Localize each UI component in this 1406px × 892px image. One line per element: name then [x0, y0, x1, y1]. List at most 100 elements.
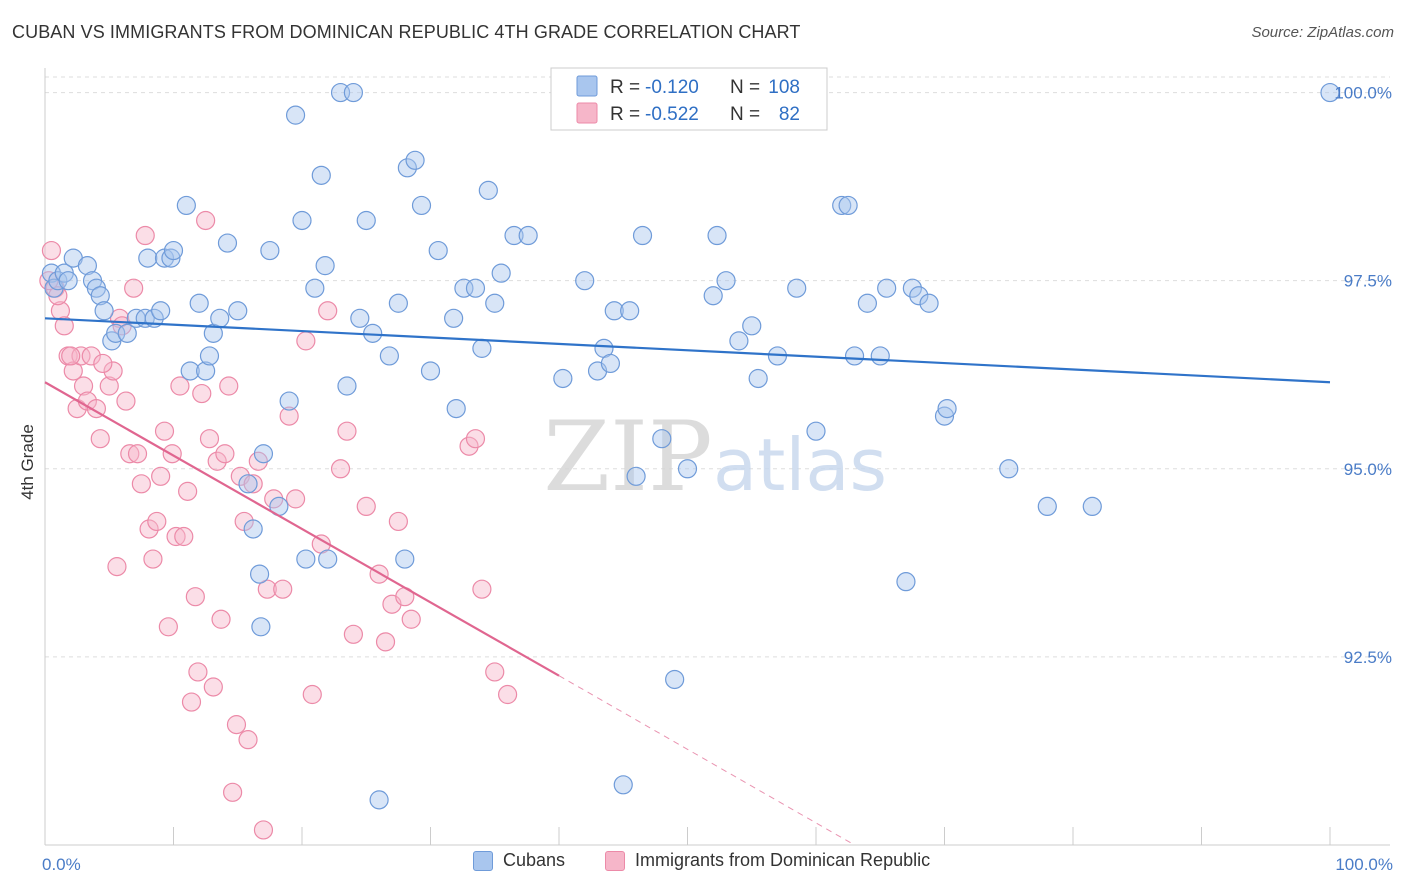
dominican-point: [296, 331, 316, 351]
cuban-point: [677, 459, 698, 479]
cuban-point: [620, 301, 640, 321]
cuban-point: [315, 256, 335, 276]
cuban-point: [180, 361, 200, 381]
cuban-point: [161, 248, 181, 268]
y-tick-label: 100.0%: [1334, 84, 1392, 103]
legend-item-dominican: Immigrants from Dominican Republic: [605, 850, 930, 871]
dominican-point: [401, 609, 421, 629]
dominican-point: [166, 526, 186, 547]
cuban-point: [553, 368, 573, 389]
legend-label-cubans: Cubans: [503, 850, 566, 870]
dominican-point: [139, 519, 159, 539]
legend-swatch-cubans: [576, 75, 598, 97]
dominican-point: [211, 609, 231, 629]
cuban-point: [253, 444, 274, 464]
dominican-point: [158, 617, 178, 637]
cuban-point: [1037, 496, 1057, 517]
dominican-point: [243, 474, 263, 494]
cuban-point: [311, 165, 331, 185]
cuban-point: [909, 286, 929, 306]
dominican-point: [192, 383, 212, 404]
dominican-point: [215, 444, 235, 464]
dominican-point: [61, 346, 81, 366]
cuban-point: [94, 301, 114, 321]
cuban-point: [243, 519, 263, 539]
cuban-point: [937, 398, 957, 419]
legend-item-cubans: Cubans: [473, 850, 565, 871]
cuban-point: [420, 361, 441, 381]
cuban-point: [518, 225, 538, 246]
cuban-point: [318, 549, 338, 569]
cuban-point: [292, 210, 312, 231]
dominican-point: [257, 579, 277, 599]
cuban-point: [742, 316, 762, 336]
dominican-point: [181, 692, 202, 712]
cuban-point: [844, 346, 865, 366]
dominican-point: [147, 511, 167, 532]
cuban-point: [106, 323, 126, 343]
cuban-point: [465, 278, 486, 298]
dominican-point: [63, 361, 83, 381]
legend-swatch-cubans-bottom: [473, 850, 493, 871]
legend-swatch-dominican: [576, 102, 598, 124]
cuban-point: [870, 346, 890, 366]
legend-n-label-2: N =: [730, 104, 765, 125]
cuban-point: [343, 82, 363, 103]
y-tick-label: 92.5%: [1344, 648, 1392, 667]
dominican-point: [330, 459, 351, 479]
cuban-point: [999, 459, 1019, 479]
dominican-point: [127, 444, 148, 464]
cuban-point: [397, 158, 417, 178]
cuban-point: [1082, 496, 1102, 517]
cuban-point: [210, 308, 230, 328]
legend-top: R = -0.120 N = 108 R = -0.522 N = 82: [550, 67, 828, 131]
cuban-point: [632, 225, 653, 246]
cuban-point: [411, 195, 432, 216]
cuban-point: [379, 346, 399, 366]
cuban-point: [238, 474, 258, 494]
dominican-point: [99, 376, 119, 396]
source-label: Source: ZipAtlas.com: [1251, 24, 1394, 41]
cuban-point: [716, 271, 736, 291]
dominican-point: [472, 579, 492, 599]
cuban-point: [260, 240, 280, 261]
cuban-point: [703, 286, 723, 306]
dominican-point: [143, 549, 163, 569]
legend-n-label-1: N =: [730, 77, 765, 98]
cuban-point: [48, 271, 68, 291]
cuban-point: [600, 353, 621, 374]
dominican-point: [71, 346, 91, 366]
dominican-point: [174, 526, 194, 547]
cuban-point: [189, 293, 209, 313]
cuban-point: [613, 775, 633, 795]
cuban-point: [228, 301, 248, 321]
dominican-point: [285, 489, 306, 509]
dominican-point: [203, 677, 223, 697]
dominican-point: [151, 466, 171, 486]
dominican-point: [465, 429, 486, 449]
legend-bottom: Cubans Immigrants from Dominican Republi…: [0, 850, 1406, 880]
watermark-atlas: atlas: [713, 423, 887, 507]
legend-swatch-dominican-bottom: [605, 850, 625, 871]
dominican-point: [485, 662, 505, 682]
cuban-point: [296, 549, 316, 569]
cuban-point: [77, 256, 98, 276]
legend-r-label-2: R =: [610, 104, 645, 125]
cuban-point: [877, 278, 897, 298]
cuban-point: [857, 293, 878, 313]
dominican-point: [154, 421, 175, 441]
cuban-point: [806, 421, 826, 441]
cuban-point: [934, 406, 955, 426]
dominican-point: [356, 496, 376, 517]
cuban-point: [604, 301, 624, 321]
cuban-point: [919, 293, 939, 313]
dominican-point: [124, 278, 144, 298]
dominican-point: [459, 436, 479, 456]
cuban-point: [249, 564, 270, 584]
dominican-point: [219, 376, 239, 396]
dominican-point: [90, 429, 110, 449]
cuban-point: [90, 286, 110, 306]
legend-label-dominican: Immigrants from Dominican Republic: [635, 850, 931, 870]
cuban-point: [446, 398, 466, 419]
